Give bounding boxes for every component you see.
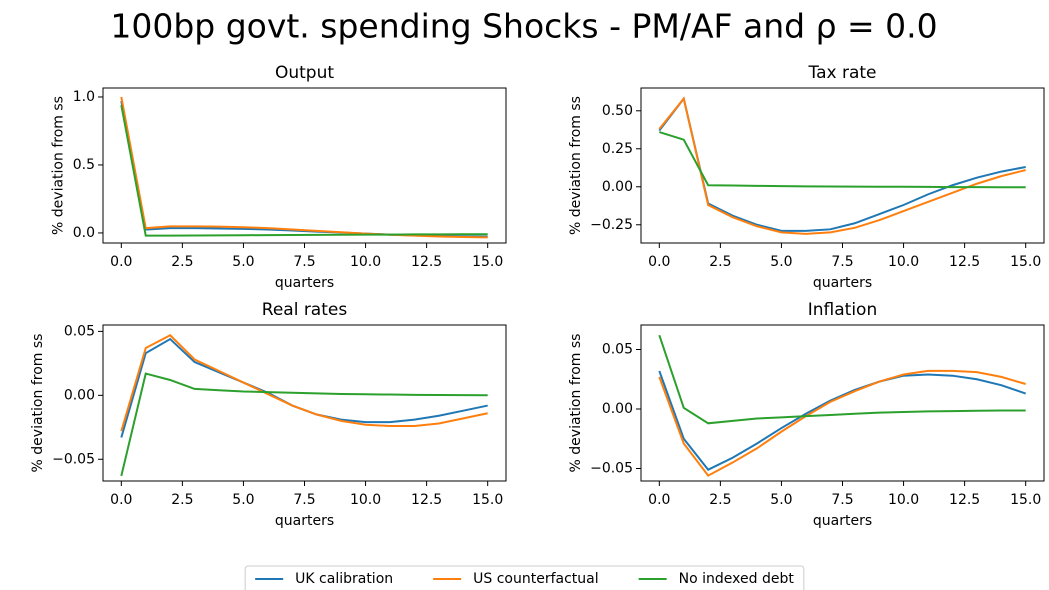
x-tick-label: 5.0	[770, 254, 792, 270]
x-tick-label: 2.5	[171, 492, 193, 508]
x-tick-label: 15.0	[472, 492, 503, 508]
x-tick-label: 7.5	[293, 492, 315, 508]
series-line	[120, 104, 488, 237]
x-tick-label: 12.5	[411, 254, 442, 270]
y-tick-label: −0.25	[590, 217, 633, 233]
x-tick-label: 10.0	[888, 254, 919, 270]
subplot-title: Tax rate	[808, 63, 877, 83]
y-tick-label: −0.05	[590, 461, 633, 477]
series-line	[658, 96, 1026, 235]
legend-label: UK calibration	[295, 571, 393, 587]
y-tick-label: 0.50	[602, 103, 633, 119]
axes-frame	[102, 87, 507, 244]
x-axis-label: quarters	[275, 275, 334, 291]
y-axis-label: % deviation from ss	[568, 334, 584, 473]
axes-frame	[640, 87, 1045, 244]
x-tick-label: 10.0	[888, 492, 919, 508]
y-axis-label: % deviation from ss	[568, 96, 584, 235]
x-tick-label: 10.0	[350, 492, 381, 508]
x-tick-label: 2.5	[709, 254, 731, 270]
axes-frame	[640, 324, 1045, 482]
y-axis-label: % deviation from ss	[51, 96, 67, 235]
x-tick-label: 0.0	[110, 492, 132, 508]
series-line	[120, 96, 488, 239]
x-tick-label: 15.0	[1010, 254, 1041, 270]
series-line	[120, 372, 488, 477]
legend-label: No indexed debt	[679, 571, 795, 587]
x-tick-label: 12.5	[949, 492, 980, 508]
y-tick-label: 0.25	[602, 141, 633, 157]
x-tick-label: 15.0	[1010, 492, 1041, 508]
subplot-title: Real rates	[262, 300, 348, 320]
subplot-title: Output	[275, 63, 334, 83]
y-tick-label: 0.05	[64, 323, 95, 339]
y-tick-label: −0.05	[52, 451, 95, 467]
x-tick-label: 12.5	[949, 254, 980, 270]
subplot-title: Inflation	[808, 300, 877, 320]
y-tick-label: 0.0	[73, 225, 95, 241]
x-tick-label: 5.0	[232, 254, 254, 270]
x-tick-label: 10.0	[350, 254, 381, 270]
y-axis-label: % deviation from ss	[30, 334, 46, 473]
series-line	[659, 131, 1026, 189]
x-tick-label: 7.5	[293, 254, 315, 270]
x-axis-label: quarters	[813, 275, 872, 291]
y-tick-label: 0.00	[602, 401, 633, 417]
x-tick-label: 2.5	[709, 492, 731, 508]
x-tick-label: 7.5	[831, 254, 853, 270]
figure-title: 100bp govt. spending Shocks - PM/AF and …	[110, 7, 937, 46]
legend-frame	[244, 565, 805, 590]
series-line	[658, 370, 1027, 471]
x-tick-label: 7.5	[831, 492, 853, 508]
y-tick-label: 0.05	[602, 342, 633, 358]
x-tick-label: 12.5	[411, 492, 442, 508]
x-tick-label: 15.0	[472, 254, 503, 270]
axes-frame	[102, 324, 507, 482]
x-axis-label: quarters	[275, 513, 334, 529]
series-line	[658, 334, 1026, 425]
x-tick-label: 0.0	[648, 492, 670, 508]
series-line	[120, 100, 488, 238]
series-line	[658, 96, 1026, 232]
y-tick-label: 1.0	[73, 89, 95, 105]
x-tick-label: 0.0	[110, 254, 132, 270]
series-line	[120, 337, 488, 438]
y-tick-label: 0.5	[73, 157, 95, 173]
x-tick-label: 0.0	[648, 254, 670, 270]
x-axis-label: quarters	[813, 513, 872, 529]
x-tick-label: 5.0	[770, 492, 792, 508]
legend: UK calibration US counterfactual No indexe…	[244, 565, 805, 590]
y-tick-label: 0.00	[64, 387, 95, 403]
legend-label: US counterfactual	[473, 571, 599, 587]
series-line	[120, 334, 488, 432]
y-tick-label: 0.00	[602, 179, 633, 195]
series-line	[658, 369, 1026, 477]
x-tick-label: 2.5	[171, 254, 193, 270]
x-tick-label: 5.0	[232, 492, 254, 508]
